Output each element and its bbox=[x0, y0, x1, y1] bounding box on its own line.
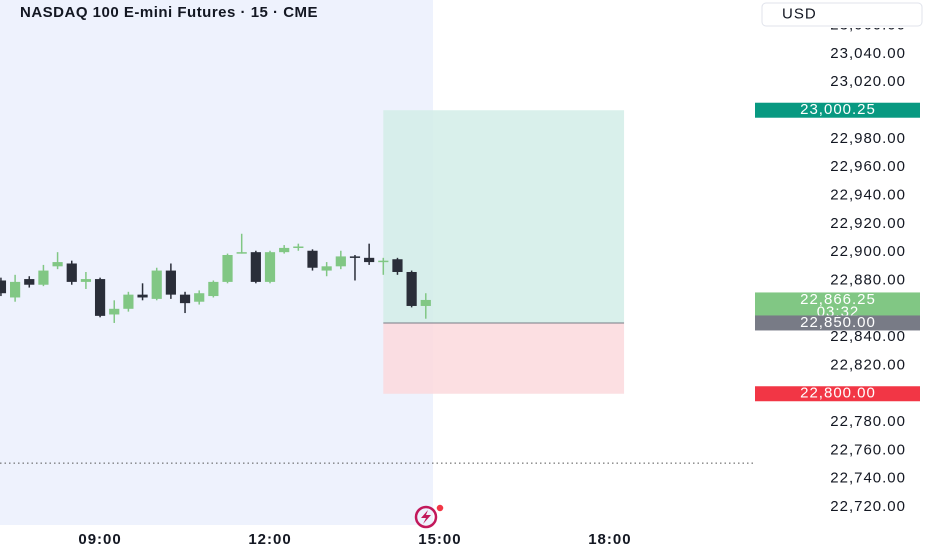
candle-body bbox=[137, 294, 148, 298]
candle-body bbox=[123, 294, 134, 309]
y-tick-label: 23,040.00 bbox=[830, 45, 906, 62]
candle-body bbox=[236, 252, 247, 254]
candle-body bbox=[307, 250, 318, 268]
chart-title: NASDAQ 100 E-mini Futures · 15 · CME bbox=[20, 4, 318, 21]
y-tick-label: 22,840.00 bbox=[830, 328, 906, 345]
currency-button[interactable] bbox=[761, 2, 923, 27]
candle-body bbox=[349, 256, 361, 258]
candle-body bbox=[364, 257, 375, 263]
candle-body bbox=[24, 279, 35, 285]
y-tick-label: 22,720.00 bbox=[830, 498, 906, 515]
candle-body bbox=[80, 279, 92, 282]
price-label: 22,800.00 bbox=[800, 385, 876, 402]
target-zone bbox=[383, 110, 625, 323]
price-label: 22,850.00 bbox=[800, 314, 876, 331]
candle-body bbox=[10, 281, 21, 298]
y-tick-label: 22,980.00 bbox=[830, 130, 906, 147]
y-tick-label: 22,820.00 bbox=[830, 356, 906, 373]
candle-body bbox=[420, 299, 431, 306]
candle-body bbox=[38, 270, 49, 285]
price-label-box bbox=[755, 315, 920, 331]
candle-body bbox=[208, 281, 219, 297]
price-label: 22,866.25 bbox=[800, 291, 876, 308]
x-tick-label: 15:00 bbox=[418, 531, 461, 548]
candle-body bbox=[165, 270, 176, 295]
candle-body bbox=[179, 294, 191, 304]
candle-body bbox=[109, 308, 120, 315]
stop-zone bbox=[383, 322, 625, 394]
candle-body bbox=[378, 260, 389, 263]
y-tick-label: 22,880.00 bbox=[830, 271, 906, 288]
y-tick-label: 22,900.00 bbox=[830, 243, 906, 260]
x-tick-label: 09:00 bbox=[78, 531, 121, 548]
candle-body bbox=[194, 293, 205, 302]
y-tick-label: 22,920.00 bbox=[830, 215, 906, 232]
y-tick-label: 22,760.00 bbox=[830, 441, 906, 458]
session-highlight bbox=[0, 0, 433, 525]
candle-body bbox=[66, 263, 77, 282]
price-label: 23,000.25 bbox=[800, 101, 876, 118]
currency-label: USD bbox=[782, 5, 817, 22]
candle-body bbox=[335, 256, 346, 267]
price-label-box bbox=[755, 102, 920, 118]
candle-body bbox=[406, 271, 417, 306]
x-tick-label: 18:00 bbox=[588, 531, 631, 548]
y-tick-label: 22,960.00 bbox=[830, 158, 906, 175]
y-tick-label: 22,780.00 bbox=[830, 413, 906, 430]
candle-body bbox=[392, 259, 403, 272]
y-tick-label: 22,940.00 bbox=[830, 186, 906, 203]
price-label-box bbox=[755, 386, 920, 402]
candle-body bbox=[250, 252, 261, 282]
candle-body bbox=[264, 252, 276, 282]
y-tick-label: 22,740.00 bbox=[830, 470, 906, 487]
candle-body bbox=[151, 270, 162, 299]
candle-body bbox=[94, 279, 106, 316]
y-tick-label: 23,060.00 bbox=[830, 17, 906, 34]
candle-body bbox=[321, 266, 332, 271]
y-tick-label: 23,020.00 bbox=[830, 73, 906, 90]
price-label-box bbox=[755, 292, 920, 320]
x-tick-label: 12:00 bbox=[248, 531, 291, 548]
candle-body bbox=[293, 246, 304, 249]
candle-body bbox=[222, 254, 233, 282]
candle-body bbox=[279, 247, 290, 253]
lightning-icon[interactable] bbox=[414, 503, 445, 529]
candle-body bbox=[0, 280, 7, 294]
candle-body bbox=[52, 262, 63, 267]
